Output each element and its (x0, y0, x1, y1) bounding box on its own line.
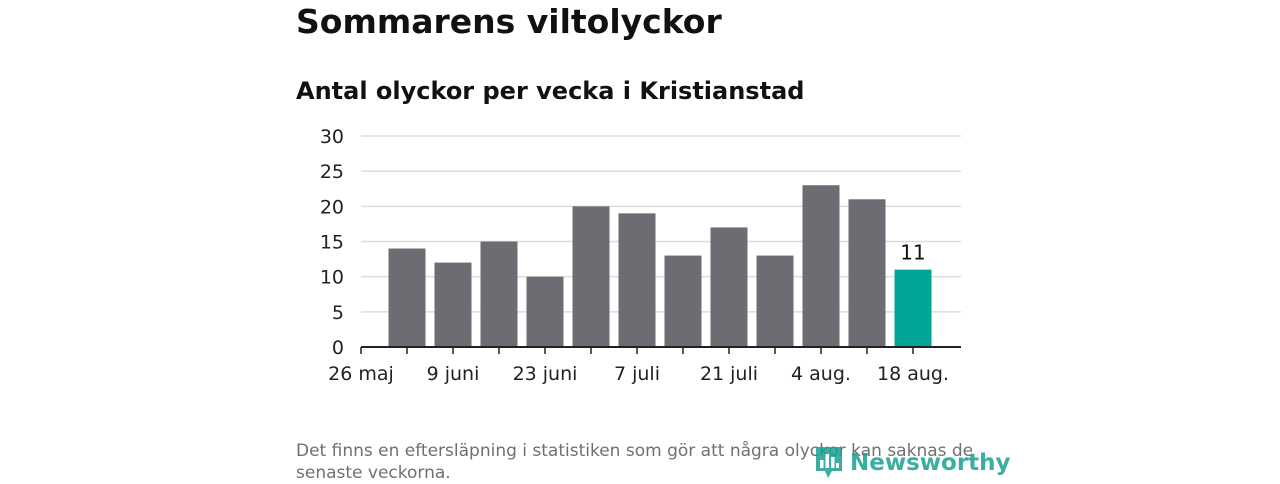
bar (480, 241, 518, 347)
bar (618, 213, 656, 347)
bar (756, 255, 794, 347)
x-tick-label: 9 juni (427, 363, 480, 385)
bar-chart: 0 5 10 15 20 25 30 11 26 maj 9 juni 23 juni 7 juli 2… (320, 126, 961, 385)
bar (802, 185, 840, 347)
newsworthy-logo: Newsworthy (814, 443, 1011, 483)
x-tick-label: 18 aug. (877, 363, 949, 385)
bar (894, 269, 932, 347)
chart-subtitle: Antal olyckor per vecka i Kristianstad (296, 77, 805, 105)
y-tick-label: 20 (320, 196, 344, 218)
bar (572, 206, 610, 347)
newsworthy-logo-text: Newsworthy (850, 450, 1011, 476)
x-tick-label: 21 juli (700, 363, 758, 385)
bar (664, 255, 702, 347)
bar (710, 227, 748, 347)
footnote: Det finns en eftersläpning i statistiken… (296, 441, 974, 483)
x-tick-label: 4 aug. (791, 363, 851, 385)
y-tick-label: 5 (332, 302, 344, 324)
x-tick-label: 7 juli (614, 363, 660, 385)
x-tick-label: 26 maj (328, 363, 394, 385)
y-tick-label: 30 (320, 126, 344, 148)
y-tick-label: 10 (320, 267, 344, 289)
newsworthy-logo-icon (816, 447, 842, 478)
bar (434, 262, 472, 347)
y-tick-label: 0 (332, 337, 344, 359)
y-tick-label: 25 (320, 161, 344, 183)
bar (848, 199, 886, 347)
y-tick-label: 15 (320, 232, 344, 254)
x-tick-label: 23 juni (513, 363, 578, 385)
data-label: 11 (900, 241, 925, 265)
chart-title: Sommarens viltolyckor (296, 2, 722, 41)
bar (526, 276, 564, 347)
bar (388, 248, 426, 347)
